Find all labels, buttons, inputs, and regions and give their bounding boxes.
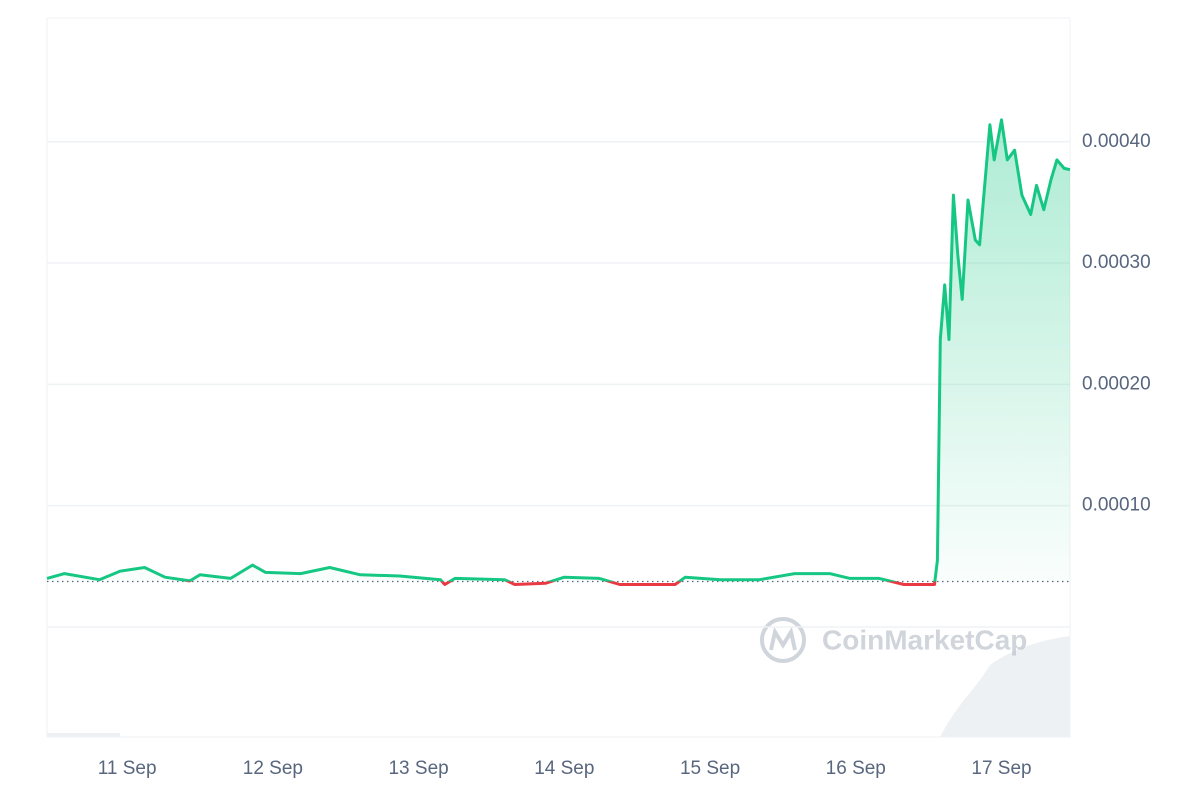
y-tick-label: 0.00010 bbox=[1082, 495, 1151, 516]
price-area bbox=[47, 119, 1070, 582]
x-tick-label: 14 Sep bbox=[534, 758, 594, 779]
y-tick-label: 0.00020 bbox=[1082, 373, 1151, 394]
x-tick-label: 17 Sep bbox=[971, 758, 1031, 779]
watermark: CoinMarketCap bbox=[760, 617, 1027, 663]
watermark-text: CoinMarketCap bbox=[822, 624, 1027, 655]
y-tick-label: 0.00040 bbox=[1082, 131, 1151, 152]
price-line-down bbox=[183, 581, 937, 586]
x-tick-label: 13 Sep bbox=[388, 758, 448, 779]
watermark-logo bbox=[760, 617, 806, 663]
price-line-up bbox=[46, 118, 1071, 582]
x-tick-label: 15 Sep bbox=[680, 758, 740, 779]
y-tick-label: 0.00030 bbox=[1082, 252, 1151, 273]
watermark-logo bbox=[769, 626, 797, 651]
volume-area bbox=[47, 733, 120, 737]
x-tick-label: 12 Sep bbox=[243, 758, 303, 779]
x-tick-label: 11 Sep bbox=[98, 758, 157, 779]
x-tick-label: 16 Sep bbox=[826, 758, 886, 779]
volume-area bbox=[940, 636, 1070, 737]
